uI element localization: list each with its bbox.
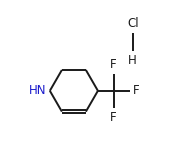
Text: F: F [110,111,117,124]
Text: F: F [110,58,117,71]
Text: Cl: Cl [127,17,139,30]
Text: F: F [133,84,140,97]
Text: HN: HN [29,84,46,97]
Text: H: H [128,54,137,67]
